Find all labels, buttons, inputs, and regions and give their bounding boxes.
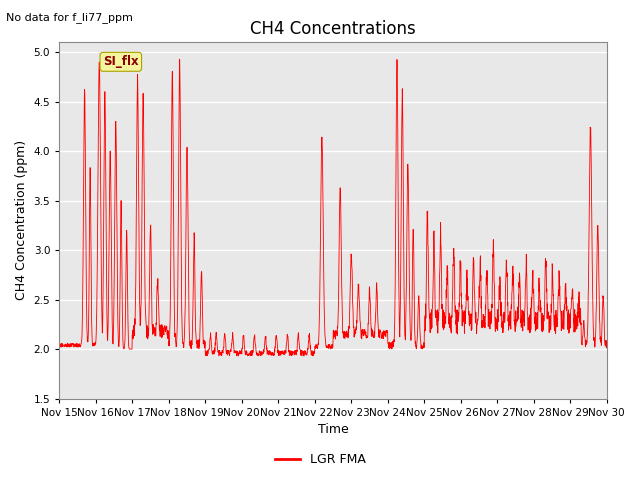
Title: CH4 Concentrations: CH4 Concentrations bbox=[250, 20, 416, 38]
Y-axis label: CH4 Concentration (ppm): CH4 Concentration (ppm) bbox=[15, 140, 28, 300]
Text: No data for f_li77_ppm: No data for f_li77_ppm bbox=[6, 12, 133, 23]
X-axis label: Time: Time bbox=[317, 423, 348, 436]
Legend: LGR FMA: LGR FMA bbox=[269, 448, 371, 471]
Text: SI_flx: SI_flx bbox=[103, 55, 139, 68]
